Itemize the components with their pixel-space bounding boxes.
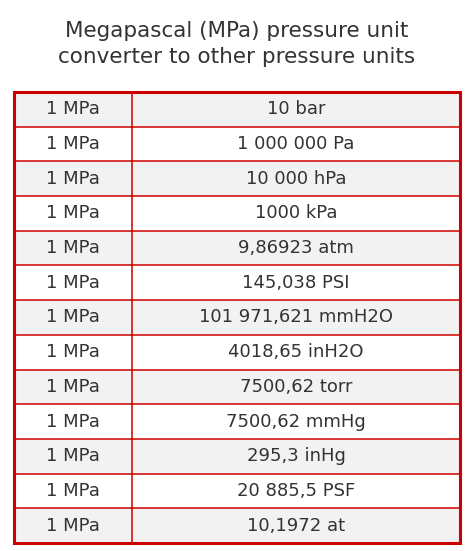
Text: 145,038 PSI: 145,038 PSI [242,274,350,292]
Text: 1000 kPa: 1000 kPa [255,204,337,223]
Text: 1 000 000 Pa: 1 000 000 Pa [237,135,355,153]
Bar [14,92,460,127]
Text: 1 MPa: 1 MPa [46,135,100,153]
Text: 101 971,621 mmH2O: 101 971,621 mmH2O [199,309,393,327]
Text: 1 MPa: 1 MPa [46,447,100,465]
Bar [14,474,460,509]
Text: 10 000 hPa: 10 000 hPa [246,170,346,188]
Bar [14,266,460,300]
Text: 1 MPa: 1 MPa [46,274,100,292]
Bar [14,196,460,231]
Text: 10,1972 at: 10,1972 at [247,517,345,534]
Bar [14,509,460,543]
Text: 1 MPa: 1 MPa [46,309,100,327]
Text: 1 MPa: 1 MPa [46,100,100,118]
Bar [14,370,460,404]
Text: 7500,62 mmHg: 7500,62 mmHg [226,413,366,430]
Text: 1 MPa: 1 MPa [46,517,100,534]
Bar [14,404,460,439]
Bar [14,439,460,474]
Text: 20 885,5 PSF: 20 885,5 PSF [237,482,355,500]
Bar [14,231,460,266]
Bar [14,161,460,196]
Text: 1 MPa: 1 MPa [46,378,100,396]
Text: 1 MPa: 1 MPa [46,239,100,257]
Text: 1 MPa: 1 MPa [46,413,100,430]
Bar [14,127,460,161]
Text: 10 bar: 10 bar [267,100,325,118]
Text: 1 MPa: 1 MPa [46,204,100,223]
Text: 7500,62 torr: 7500,62 torr [240,378,352,396]
Text: Megapascal (MPa) pressure unit
converter to other pressure units: Megapascal (MPa) pressure unit converter… [58,21,416,67]
Text: 1 MPa: 1 MPa [46,482,100,500]
Text: 9,86923 atm: 9,86923 atm [238,239,354,257]
Bar [14,335,460,370]
Bar [14,92,460,543]
Text: 4018,65 inH2O: 4018,65 inH2O [228,343,364,361]
Text: 295,3 inHg: 295,3 inHg [246,447,346,465]
Text: 1 MPa: 1 MPa [46,343,100,361]
Bar [14,300,460,335]
Text: 1 MPa: 1 MPa [46,170,100,188]
